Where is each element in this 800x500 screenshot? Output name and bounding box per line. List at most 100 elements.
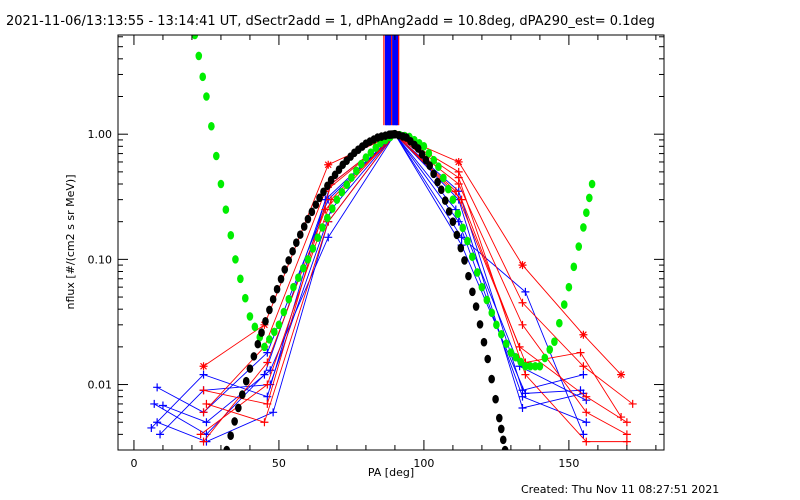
- series-line-blue-1: [156, 133, 584, 413]
- green-fit-dot: [362, 153, 370, 162]
- green-fit-dot: [546, 345, 554, 354]
- green-fit-dot: [357, 159, 365, 169]
- data-point-red-5-2: [321, 205, 330, 214]
- black-fit-dot: [438, 185, 445, 195]
- data-point-red-4-1: [260, 418, 269, 427]
- black-fit-dot: [258, 328, 265, 337]
- green-fit-dot: [551, 337, 558, 346]
- black-fit-dot: [304, 214, 312, 224]
- data-point-blue-1-7: [579, 370, 588, 379]
- data-point-red-1-4: [454, 157, 463, 166]
- data-point-red-6-7: [622, 437, 631, 446]
- x-tick-label: 100: [413, 457, 434, 470]
- data-point-red-1-7: [617, 370, 626, 379]
- green-fit-dot: [241, 293, 249, 303]
- green-fit-dot: [203, 92, 210, 101]
- black-fit-dot: [496, 413, 503, 423]
- green-fit-dot: [488, 308, 496, 318]
- green-fit-dot: [285, 294, 293, 304]
- green-fit-dot: [237, 274, 244, 284]
- green-fit-dot: [536, 361, 544, 371]
- black-fit-dot: [418, 149, 426, 159]
- green-fit-dot: [353, 166, 360, 176]
- data-point-red-1-5: [518, 261, 527, 270]
- black-fit-dot: [250, 352, 258, 361]
- black-fit-dot: [430, 169, 437, 179]
- green-fit-dot: [195, 51, 203, 61]
- green-fit-dot: [483, 295, 491, 305]
- data-point-red-3-0: [196, 430, 205, 439]
- green-fit-dot: [517, 357, 525, 367]
- y-tick-label: 1.00: [88, 128, 113, 141]
- data-point-red-1-2: [324, 160, 333, 169]
- data-point-blue-3-6: [521, 389, 530, 398]
- green-fit-dot: [348, 173, 355, 182]
- green-fit-dot: [343, 180, 351, 189]
- green-fit-dot: [565, 282, 573, 292]
- green-fit-dot: [275, 320, 283, 330]
- black-fit-dot: [235, 403, 242, 413]
- green-fit-dot: [295, 273, 302, 282]
- black-fit-dot: [242, 376, 250, 386]
- green-fit-dot: [527, 361, 534, 371]
- chart-title: 2021-11-06/13:13:55 - 13:14:41 UT, dSect…: [6, 14, 655, 29]
- green-fit-dot: [251, 322, 259, 332]
- data-point-red-6-4: [454, 173, 463, 182]
- black-fit-dot: [289, 246, 296, 256]
- black-fit-dot: [469, 287, 476, 297]
- green-fit-dot: [507, 348, 515, 357]
- data-point-red-4-6: [582, 408, 591, 417]
- black-fit-dot: [300, 222, 308, 231]
- black-fit-dot: [449, 217, 457, 226]
- green-fit-dot: [444, 184, 452, 194]
- green-fit-dot: [512, 352, 520, 362]
- data-point-red-5-4: [457, 195, 466, 204]
- green-fit-dot: [575, 242, 583, 251]
- plot-marks: [147, 35, 637, 450]
- green-fit-dot: [333, 195, 341, 204]
- x-tick-label: 0: [130, 457, 137, 470]
- black-fit-dot: [453, 230, 461, 240]
- green-fit-dot: [372, 143, 380, 152]
- green-fit-dot: [560, 300, 568, 309]
- black-fit-dot: [492, 394, 499, 404]
- green-fit-dot: [459, 223, 467, 233]
- green-fit-dot: [449, 195, 457, 204]
- green-fit-dot: [570, 262, 578, 272]
- black-fit-dot: [238, 390, 246, 399]
- green-fit-dot: [217, 179, 225, 189]
- green-fit-dot: [541, 353, 549, 363]
- data-point-red-5-0: [199, 437, 208, 446]
- black-fit-dot: [231, 417, 238, 426]
- x-tick-label: 50: [272, 457, 286, 470]
- green-fit-dot: [212, 151, 220, 161]
- black-fit-dot: [312, 200, 320, 209]
- data-point-red-6-5: [521, 370, 530, 379]
- black-fit-dot: [320, 187, 327, 197]
- black-fit-dot: [293, 238, 300, 247]
- black-fit-dot: [426, 161, 434, 171]
- green-fit-dot: [583, 208, 590, 217]
- black-fit-dot: [296, 230, 304, 239]
- data-point-blue-6-0: [158, 401, 167, 410]
- data-point-blue-4-2: [269, 408, 278, 417]
- green-fit-dot: [425, 148, 433, 158]
- data-point-blue-6-6: [521, 287, 530, 296]
- black-fit-dot: [308, 207, 316, 217]
- black-fit-dot: [499, 435, 507, 445]
- green-fit-dot: [531, 361, 539, 371]
- black-fit-dot: [262, 316, 269, 326]
- plot-area: [147, 35, 637, 450]
- data-point-red-1-0: [199, 362, 208, 371]
- black-fit-dot: [414, 144, 422, 153]
- data-point-blue-6-2: [266, 366, 275, 375]
- data-point-blue-3-0: [156, 430, 165, 439]
- series-line-red-5: [203, 133, 622, 442]
- black-fit-dot: [223, 445, 231, 450]
- data-point-red-5-1: [263, 358, 272, 367]
- y-tick-label: 0.10: [88, 253, 113, 266]
- x-tick-label: 150: [558, 457, 579, 470]
- green-fit-dot: [420, 142, 428, 151]
- data-point-blue-5-2: [263, 392, 272, 401]
- created-timestamp: Created: Thu Nov 11 08:27:51 2021: [521, 483, 719, 496]
